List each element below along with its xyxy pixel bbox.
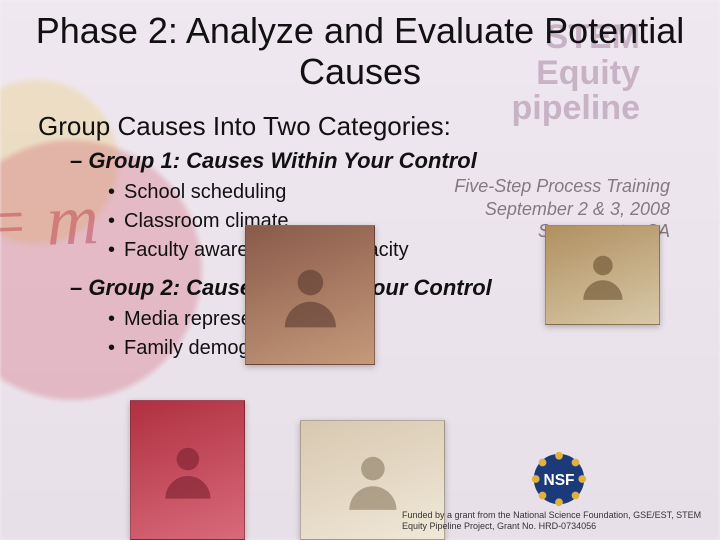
- photo-placeholder: [130, 400, 245, 540]
- photo-placeholder: [245, 225, 375, 365]
- group1-label: Group 1: Causes Within Your Control: [70, 148, 690, 174]
- photo-placeholder: [545, 225, 660, 325]
- funding-text: Funded by a grant from the National Scie…: [402, 510, 702, 533]
- person-icon: [330, 445, 416, 516]
- list-item: School scheduling: [108, 178, 690, 207]
- list-item: Family demographics: [108, 334, 690, 363]
- nsf-label: NSF: [544, 472, 575, 489]
- person-icon: [272, 254, 349, 337]
- slide-title: Phase 2: Analyze and Evaluate Potential …: [30, 10, 690, 93]
- subheading: Group Causes Into Two Categories:: [38, 111, 690, 142]
- nsf-logo: NSF: [528, 448, 590, 510]
- person-icon: [154, 429, 222, 512]
- person-icon: [569, 246, 637, 305]
